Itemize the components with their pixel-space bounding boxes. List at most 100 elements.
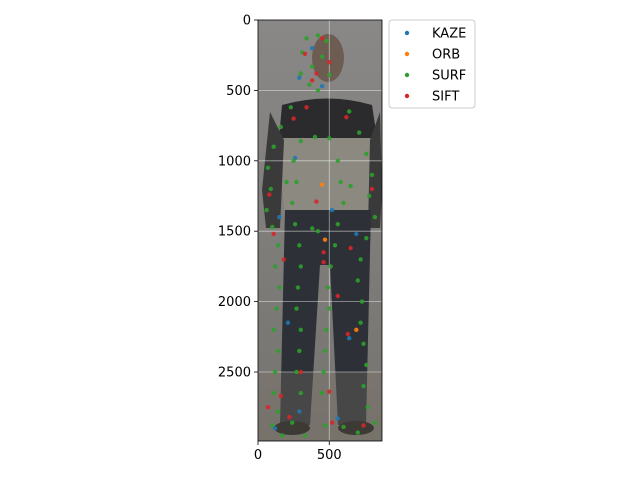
surf-keypoint bbox=[270, 224, 275, 230]
sift-keypoint bbox=[327, 389, 332, 394]
surf-keypoint bbox=[341, 200, 346, 206]
surf-keypoint bbox=[319, 390, 325, 396]
surf-keypoint bbox=[297, 243, 302, 248]
surf-keypoint bbox=[294, 369, 299, 375]
kaze-keypoint bbox=[272, 426, 278, 431]
surf-keypoint bbox=[325, 285, 330, 290]
kaze-keypoint bbox=[329, 207, 335, 213]
legend: KAZE ORB SURF SIFT bbox=[388, 19, 476, 109]
surf-keypoint bbox=[272, 264, 278, 269]
surf-keypoint bbox=[322, 423, 328, 428]
sift-keypoint bbox=[267, 192, 272, 197]
axis-ticks: 0 500 0 500 1000 1500 2000 2500 bbox=[218, 14, 342, 464]
surf-keypoint bbox=[328, 264, 333, 269]
plot-frame bbox=[257, 19, 383, 442]
surf-keypoint bbox=[298, 71, 303, 76]
orb-keypoint bbox=[319, 182, 325, 187]
surf-keypoint bbox=[338, 179, 343, 185]
x-tick-label: 0 bbox=[254, 448, 262, 463]
sift-keypoint bbox=[319, 36, 325, 41]
sift-keypoint bbox=[329, 420, 335, 425]
surf-keypoint bbox=[297, 348, 302, 354]
legend-marker bbox=[404, 93, 410, 99]
sift-keypoint bbox=[348, 245, 353, 251]
surf-keypoint bbox=[355, 278, 360, 283]
surf-keypoint bbox=[275, 409, 281, 414]
surf-keypoint bbox=[372, 214, 378, 220]
surf-keypoint bbox=[270, 423, 275, 428]
surf-keypoint bbox=[364, 362, 369, 368]
surf-keypoint bbox=[275, 243, 281, 248]
surf-keypoint bbox=[319, 54, 325, 59]
surf-keypoint bbox=[347, 109, 352, 114]
surf-keypoint bbox=[361, 341, 366, 346]
surf-keypoint bbox=[290, 200, 295, 206]
sift-keypoint bbox=[287, 414, 292, 420]
surf-keypoint bbox=[361, 383, 366, 389]
sift-keypoint bbox=[265, 405, 271, 410]
legend-item-surf: SURF bbox=[404, 69, 466, 84]
sift-keypoint bbox=[361, 423, 366, 428]
surf-keypoint bbox=[335, 222, 340, 227]
surf-keypoint bbox=[332, 243, 338, 248]
surf-keypoint bbox=[292, 222, 298, 227]
surf-keypoint bbox=[369, 172, 375, 178]
surf-keypoint bbox=[327, 306, 332, 311]
kaze-keypoint bbox=[347, 336, 352, 341]
orb-keypoint bbox=[354, 327, 359, 332]
surf-keypoint bbox=[315, 33, 321, 38]
sift-keypoint bbox=[314, 71, 319, 76]
surf-keypoint bbox=[294, 306, 299, 311]
sift-keypoint bbox=[298, 369, 303, 375]
surf-keypoint bbox=[358, 257, 363, 262]
background-photo bbox=[258, 20, 382, 441]
surf-keypoint bbox=[298, 327, 303, 332]
surf-keypoint bbox=[274, 306, 279, 311]
sift-keypoint bbox=[304, 105, 309, 110]
surf-keypoint bbox=[294, 179, 299, 185]
surf-keypoint bbox=[367, 193, 372, 199]
surf-keypoint bbox=[310, 226, 315, 231]
surf-keypoint bbox=[295, 285, 301, 290]
surf-keypoint bbox=[304, 36, 309, 41]
kaze-keypoint bbox=[354, 231, 359, 237]
surf-keypoint bbox=[357, 130, 362, 135]
legend-item-sift: SIFT bbox=[404, 90, 459, 105]
surf-keypoint bbox=[302, 433, 308, 438]
surf-keypoint bbox=[310, 64, 315, 69]
surf-keypoint bbox=[284, 179, 289, 185]
data-points bbox=[264, 33, 378, 438]
kaze-keypoint bbox=[319, 84, 325, 89]
surf-keypoint bbox=[298, 390, 303, 396]
surf-keypoint bbox=[324, 327, 329, 332]
legend-item-kaze: KAZE bbox=[404, 27, 466, 42]
sift-keypoint bbox=[291, 116, 296, 121]
surf-keypoint bbox=[358, 320, 363, 325]
surf-keypoint bbox=[271, 327, 276, 332]
legend-label: SURF bbox=[432, 69, 466, 84]
kaze-keypoint bbox=[277, 214, 282, 220]
legend-label: ORB bbox=[432, 48, 460, 63]
kaze-keypoint bbox=[335, 416, 340, 421]
kaze-keypoint bbox=[310, 46, 315, 51]
surf-keypoint bbox=[341, 424, 346, 430]
sift-keypoint bbox=[321, 250, 326, 255]
y-tick-label: 1500 bbox=[218, 225, 251, 240]
surf-keypoint bbox=[355, 430, 360, 435]
surf-keypoint bbox=[322, 348, 328, 354]
surf-keypoint bbox=[271, 390, 276, 396]
legend-frame bbox=[388, 19, 476, 109]
surf-keypoint bbox=[324, 38, 329, 44]
surf-keypoint bbox=[307, 82, 312, 88]
y-tick-label: 2000 bbox=[218, 295, 251, 310]
kaze-keypoint bbox=[285, 320, 291, 325]
surf-keypoint bbox=[327, 136, 332, 141]
surf-keypoint bbox=[280, 433, 285, 438]
sift-keypoint bbox=[369, 186, 375, 192]
sift-keypoint bbox=[345, 331, 350, 337]
sift-keypoint bbox=[327, 60, 332, 65]
surf-keypoint bbox=[359, 299, 365, 304]
y-tick-label: 0 bbox=[243, 14, 251, 29]
sift-keypoint bbox=[302, 51, 308, 56]
legend-label: SIFT bbox=[432, 90, 459, 105]
